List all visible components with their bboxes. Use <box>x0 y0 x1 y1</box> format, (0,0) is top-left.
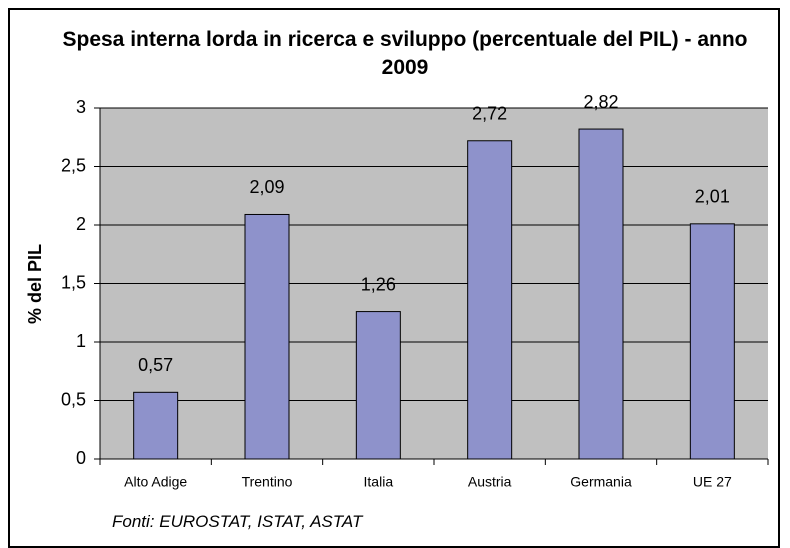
y-axis-label: % del PIL <box>25 244 45 324</box>
data-label: 2,01 <box>695 187 730 207</box>
x-tick-label: Austria <box>468 474 512 490</box>
bar <box>355 311 401 460</box>
bar <box>578 128 624 460</box>
y-tick-label: 2,5 <box>61 155 86 175</box>
y-tick-label: 3 <box>76 97 86 117</box>
y-tick-label: 1,5 <box>61 272 86 292</box>
bar <box>689 223 735 460</box>
x-tick-label: UE 27 <box>693 474 732 490</box>
x-tick-label: Trentino <box>242 474 293 490</box>
annotation: Fonti: EUROSTAT, ISTAT, ASTAT <box>112 512 363 531</box>
data-label: 2,72 <box>472 104 507 124</box>
x-tick-label: Germania <box>570 474 632 490</box>
data-label: 0,57 <box>138 355 173 375</box>
y-tick-label: 0,5 <box>61 389 86 409</box>
x-tick-label: Alto Adige <box>124 474 187 490</box>
data-label: 2,09 <box>249 177 284 197</box>
chart-title: Spesa interna lorda in ricerca e svilupp… <box>62 28 748 79</box>
y-tick-label: 1 <box>76 331 86 351</box>
bar <box>244 213 290 460</box>
x-tick-label: Italia <box>364 474 394 490</box>
bar <box>467 140 513 460</box>
bar <box>133 391 179 460</box>
y-tick-label: 2 <box>76 214 86 234</box>
y-tick-label: 0 <box>76 448 86 468</box>
data-label: 2,82 <box>583 92 618 112</box>
data-label: 1,26 <box>361 274 396 294</box>
